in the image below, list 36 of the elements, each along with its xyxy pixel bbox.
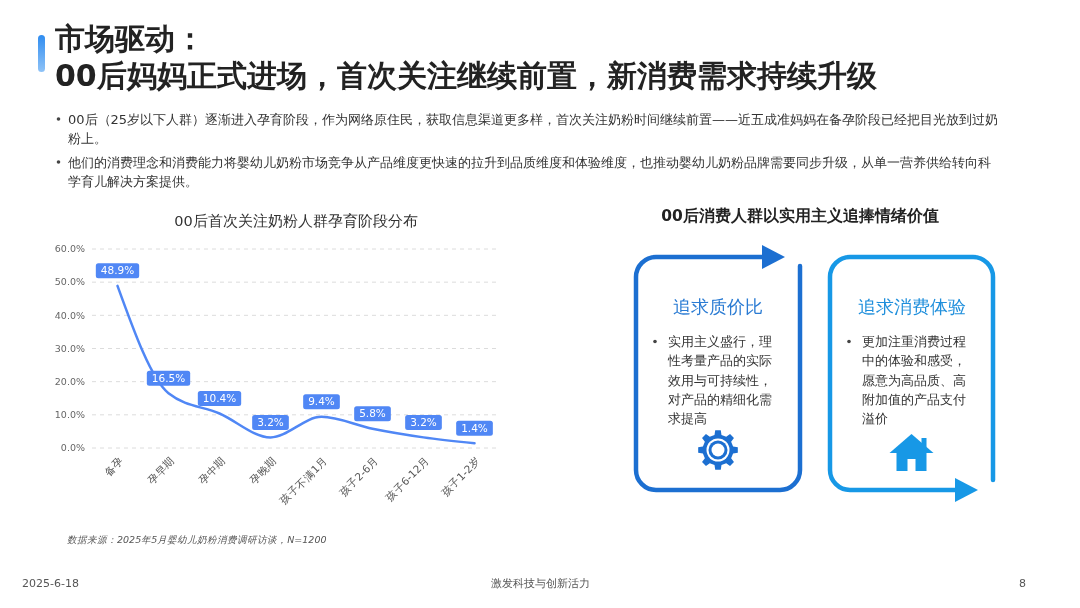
- text: 00后（25岁以下人群）逐渐进入孕育阶段，作为网络原住民，获取信息渠道更多样，首次关注奶粉时间继续前置——近五成准妈妈在备孕阶段已经把目光放到过奶粉上。: [68, 111, 999, 146]
- data-label: 16.5%: [151, 371, 186, 384]
- x-tick-label: 备孕: [101, 454, 126, 479]
- text: 更加注重消费过程中的体验和感受，愿意为高品质、高附加值的产品支付溢价: [862, 334, 966, 427]
- text: 追求质价比: [673, 297, 763, 317]
- source-note: 数据来源：2025年5月婴幼儿奶粉消费调研访谈，N=1200: [67, 534, 327, 545]
- data-label: 10.4%: [202, 392, 237, 405]
- y-tick-label: 40.0%: [54, 309, 85, 321]
- data-label: 9.4%: [308, 395, 335, 408]
- data-label: 3.2%: [410, 416, 437, 429]
- x-tick-label: 孩子不满1月: [277, 454, 330, 507]
- y-tick-label: 50.0%: [54, 276, 85, 288]
- text: 2025-6-18: [22, 577, 79, 590]
- data-label: 5.8%: [359, 407, 386, 420]
- text: 他们的消费理念和消费能力将婴幼儿奶粉市场竞争从产品维度更快速的拉升到品质维度和体验维度，也推动婴幼儿奶粉品牌需要同步升级，从单一营养供给转向科学育儿解决方案提供。: [68, 154, 991, 189]
- y-tick-label: 20.0%: [54, 375, 85, 387]
- text: 追求消费体验: [857, 297, 966, 317]
- text: 实用主义盛行，理性考量产品的实际效用与可持续性，对产品的精细化需求提高: [667, 334, 772, 427]
- x-tick-label: 孕早期: [144, 454, 177, 487]
- data-label: 48.9%: [100, 264, 135, 277]
- y-tick-label: 60.0%: [54, 243, 85, 255]
- x-tick-label: 孩子1-2岁: [438, 454, 483, 499]
- text: 激发科技与创新活力: [490, 577, 590, 590]
- chart-title: 00后首次关注奶粉人群孕育阶段分布: [174, 213, 418, 229]
- x-tick-label: 孩子2-6月: [336, 454, 381, 499]
- x-tick-label: 孕晚期: [246, 454, 279, 487]
- y-tick-label: 10.0%: [54, 409, 85, 421]
- data-label: 1.4%: [461, 422, 488, 435]
- y-tick-label: 0.0%: [60, 442, 85, 454]
- text: 00后消费人群以实用主义追捧情绪价值: [661, 206, 939, 225]
- x-tick-label: 孕中期: [195, 454, 228, 487]
- data-label: 3.2%: [257, 416, 284, 429]
- text: 00后妈妈正式进场，首次关注继续前置，新消费需求持续升级: [55, 58, 878, 93]
- y-tick-label: 30.0%: [54, 342, 85, 354]
- text: 市场驱动：: [54, 21, 205, 56]
- text: 8: [1019, 577, 1026, 590]
